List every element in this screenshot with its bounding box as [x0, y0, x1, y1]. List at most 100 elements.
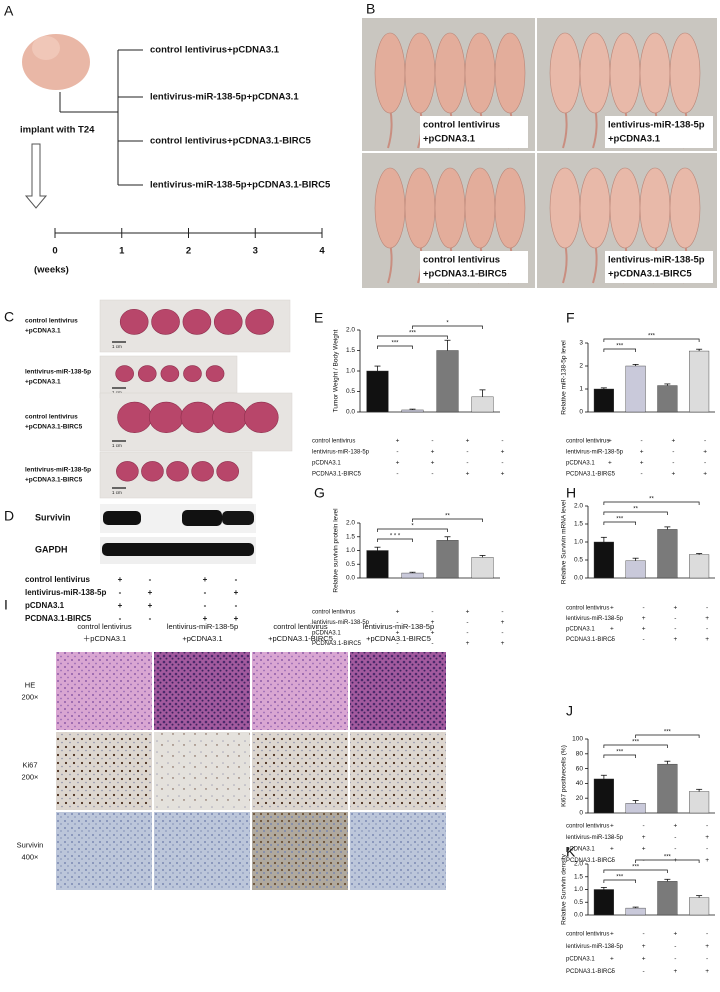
- mouse: [374, 167, 406, 249]
- significance-bracket: [603, 348, 636, 352]
- y-tick-label: 3: [579, 340, 583, 347]
- sign: -: [672, 449, 674, 456]
- column-header: +pCDNA3.1: [182, 634, 222, 643]
- sign: -: [704, 438, 706, 445]
- bar: [366, 550, 389, 579]
- mouse: [374, 32, 406, 114]
- mouse: [404, 32, 436, 114]
- sign: +: [673, 968, 677, 975]
- sign: +: [501, 619, 505, 626]
- sign: +: [671, 471, 675, 478]
- sign: +: [671, 438, 675, 445]
- row-label: PCDNA3.1-BIRC5: [566, 637, 616, 643]
- sign: +: [466, 640, 470, 647]
- y-tick-label: 0.5: [574, 557, 583, 564]
- significance-label: ***: [616, 875, 624, 881]
- tumor: [205, 365, 225, 383]
- sign: -: [431, 438, 433, 445]
- panel-label: K: [566, 844, 576, 860]
- sign: -: [643, 605, 645, 612]
- bar: [657, 385, 678, 413]
- timeline-label: 0: [52, 246, 57, 257]
- significance-label: ***: [632, 865, 640, 871]
- bar: [593, 541, 614, 579]
- sign: -: [466, 460, 468, 467]
- sign: +: [234, 588, 239, 597]
- significance-label: * * *: [390, 534, 401, 540]
- mouse: [639, 167, 671, 249]
- significance-bracket: [377, 528, 448, 532]
- sign: -: [674, 834, 676, 841]
- row-label: control lentivirus: [566, 932, 609, 938]
- sign: -: [204, 588, 207, 597]
- sign: +: [705, 615, 709, 622]
- significance-bracket: [635, 734, 700, 738]
- significance-bracket: [603, 754, 636, 758]
- row-label: +pCDNA3.1-BIRC5: [25, 477, 83, 484]
- caption-box: [420, 251, 528, 283]
- sign: +: [705, 857, 709, 864]
- y-axis-label: Relative Survivin mRNA level: [561, 499, 568, 584]
- y-tick-label: 60: [576, 765, 584, 772]
- row-label: lentivirus-miR-138-5p: [25, 369, 91, 376]
- tumor: [141, 461, 164, 482]
- y-tick-label: 1.0: [346, 368, 355, 375]
- tumor: [212, 401, 247, 433]
- caption-box: [420, 116, 528, 148]
- row-label: +pCDNA3.1-BIRC5: [25, 424, 83, 431]
- y-tick-label: 100: [572, 736, 583, 743]
- sign: +: [642, 956, 646, 963]
- y-tick-label: 1.5: [574, 521, 583, 528]
- row-label: lentivirus-miR-138-5p: [566, 944, 624, 950]
- sign: +: [396, 630, 400, 637]
- sign: +: [610, 605, 614, 612]
- y-tick-label: 1: [579, 386, 583, 393]
- row-label: pCDNA3.1: [312, 461, 341, 467]
- caption: lentivirus-miR-138-5p: [608, 120, 705, 131]
- sign: +: [203, 614, 208, 623]
- panel-label: H: [566, 485, 576, 501]
- row-label: lentivirus-miR-138-5p: [566, 616, 624, 622]
- significance-bracket: [603, 338, 700, 342]
- sign: +: [673, 931, 677, 938]
- group-label: control lentivirus+pCDNA3.1: [150, 45, 280, 56]
- sign: +: [396, 438, 400, 445]
- sign: -: [466, 449, 468, 456]
- bar: [401, 572, 424, 579]
- row-label: lentivirus-miR-138-5p: [312, 620, 370, 626]
- y-axis-label: Relative miR-138-5p level: [561, 340, 568, 415]
- bar: [366, 370, 389, 413]
- sign: -: [706, 931, 708, 938]
- row-label: control lentivirus: [25, 575, 90, 584]
- sign: -: [235, 575, 238, 584]
- row-label: control lentivirus: [566, 606, 609, 612]
- mouse: [494, 32, 526, 114]
- row-label: PCDNA3.1-BIRC5: [566, 858, 616, 864]
- sign: +: [610, 626, 614, 633]
- group-label: lentivirus-miR-138-5p+pCDNA3.1: [150, 92, 299, 103]
- scale-label: 1 cm: [112, 390, 122, 395]
- column-header: lentivirus-miR-138-5p: [167, 622, 238, 631]
- column-header: control lentivirus: [77, 622, 131, 631]
- sign: -: [431, 640, 433, 647]
- row-label: lentivirus-miR-138-5p: [25, 467, 91, 474]
- tumor: [245, 308, 274, 335]
- tumor: [213, 308, 243, 335]
- sign: +: [501, 449, 505, 456]
- mouse: [669, 32, 701, 114]
- sign: +: [640, 460, 644, 467]
- tumor: [216, 461, 239, 482]
- tumor: [119, 308, 149, 335]
- sign: -: [611, 636, 613, 643]
- group-label: lentivirus-miR-138-5p+pCDNA3.1-BIRC5: [150, 180, 331, 191]
- sign: +: [396, 460, 400, 467]
- sign: -: [643, 931, 645, 938]
- caption-box: [605, 116, 713, 148]
- scale-label: 1 cm: [112, 344, 122, 349]
- row-label: control lentivirus: [312, 439, 355, 445]
- y-tick-label: 0.5: [346, 388, 355, 395]
- y-tick-label: 40: [576, 780, 584, 787]
- row-label: PCDNA3.1-BIRC5: [566, 969, 616, 975]
- sign: -: [396, 449, 398, 456]
